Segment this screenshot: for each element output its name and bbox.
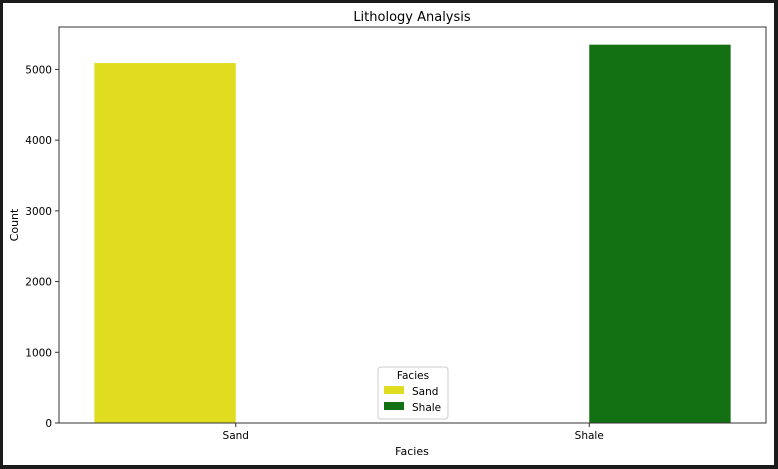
legend-label-sand: Sand: [412, 386, 438, 398]
chart-title: Lithology Analysis: [353, 10, 471, 25]
y-tick-label: 5000: [25, 64, 52, 76]
legend-title: Facies: [397, 370, 429, 382]
bar-chart: Lithology Analysis 0 1000 2000 3000 4000 5000…: [8, 10, 767, 458]
legend-label-shale: Shale: [412, 402, 441, 414]
y-axis-label: Count: [8, 208, 21, 241]
x-axis: Sand Shale: [223, 423, 604, 442]
x-tick-label: Sand: [223, 430, 249, 442]
y-tick-label: 1000: [25, 347, 52, 359]
y-tick-label: 4000: [25, 135, 52, 147]
bar-shale: [589, 44, 731, 424]
chart-figure: Lithology Analysis 0 1000 2000 3000 4000 5000…: [3, 3, 774, 465]
y-axis: 0 1000 2000 3000 4000 5000: [25, 64, 59, 430]
legend-swatch-sand: [384, 386, 404, 394]
y-tick-label: 0: [45, 418, 52, 430]
x-tick-label: Shale: [575, 430, 604, 442]
y-tick-label: 3000: [25, 206, 52, 218]
plot-area-border: [58, 26, 767, 424]
legend-swatch-shale: [384, 402, 404, 410]
legend: Facies Sand Shale: [377, 366, 449, 420]
bars-layer: [94, 44, 731, 424]
x-axis-label: Facies: [395, 445, 429, 458]
y-tick-label: 2000: [25, 277, 52, 289]
bar-sand: [94, 63, 236, 424]
